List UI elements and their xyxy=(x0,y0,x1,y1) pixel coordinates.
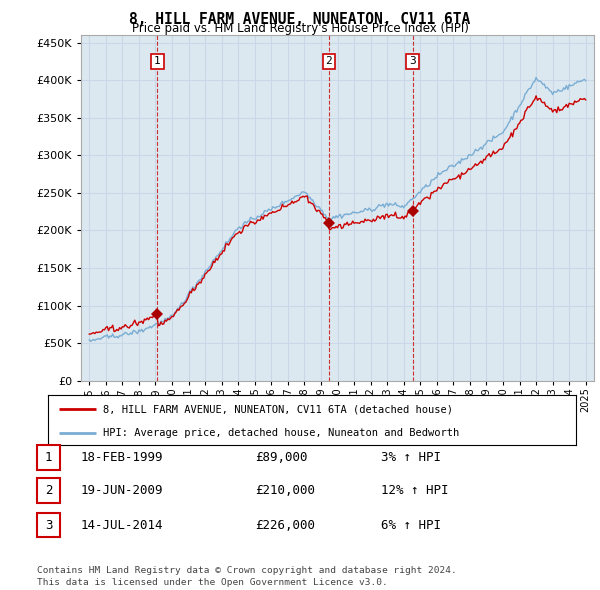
Text: 6% ↑ HPI: 6% ↑ HPI xyxy=(381,519,441,532)
Text: HPI: Average price, detached house, Nuneaton and Bedworth: HPI: Average price, detached house, Nune… xyxy=(103,428,460,438)
Text: £210,000: £210,000 xyxy=(255,484,315,497)
Text: 2: 2 xyxy=(45,484,52,497)
Text: 1: 1 xyxy=(154,56,161,66)
Text: 2: 2 xyxy=(325,56,332,66)
Text: Price paid vs. HM Land Registry's House Price Index (HPI): Price paid vs. HM Land Registry's House … xyxy=(131,22,469,35)
Text: Contains HM Land Registry data © Crown copyright and database right 2024.
This d: Contains HM Land Registry data © Crown c… xyxy=(37,566,457,587)
Text: 14-JUL-2014: 14-JUL-2014 xyxy=(81,519,163,532)
Text: £89,000: £89,000 xyxy=(255,451,308,464)
Text: 12% ↑ HPI: 12% ↑ HPI xyxy=(381,484,449,497)
Text: 3: 3 xyxy=(409,56,416,66)
Text: 19-JUN-2009: 19-JUN-2009 xyxy=(81,484,163,497)
Text: £226,000: £226,000 xyxy=(255,519,315,532)
Text: 18-FEB-1999: 18-FEB-1999 xyxy=(81,451,163,464)
Text: 8, HILL FARM AVENUE, NUNEATON, CV11 6TA (detached house): 8, HILL FARM AVENUE, NUNEATON, CV11 6TA … xyxy=(103,404,454,414)
Text: 3% ↑ HPI: 3% ↑ HPI xyxy=(381,451,441,464)
Text: 1: 1 xyxy=(45,451,52,464)
Text: 3: 3 xyxy=(45,519,52,532)
Text: 8, HILL FARM AVENUE, NUNEATON, CV11 6TA: 8, HILL FARM AVENUE, NUNEATON, CV11 6TA xyxy=(130,12,470,27)
